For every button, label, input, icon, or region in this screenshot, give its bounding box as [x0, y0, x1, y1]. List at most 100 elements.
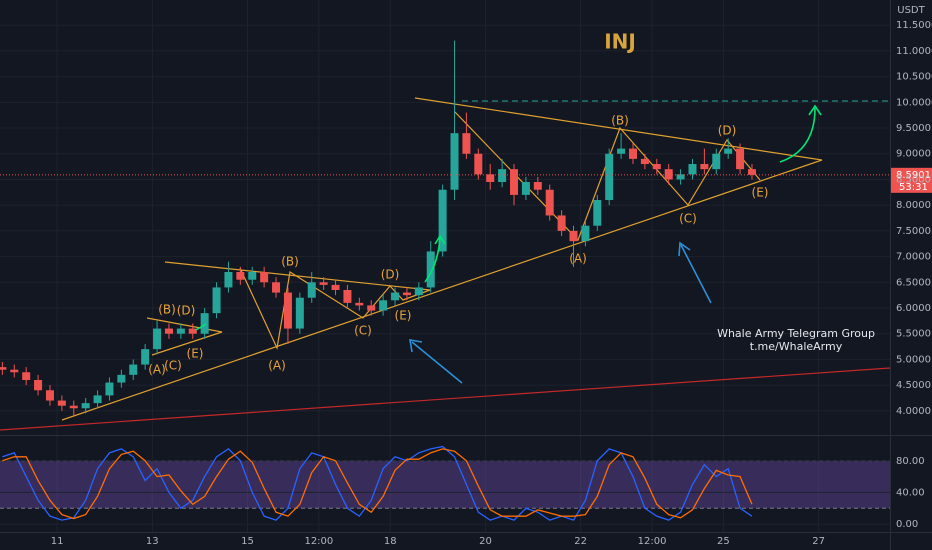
candle-body [236, 272, 245, 280]
zigzag [239, 267, 431, 351]
y-tick-label: 11.5000 [896, 20, 932, 31]
arrow-head [678, 241, 691, 257]
candle-body [498, 169, 507, 183]
y-tick-label: 6.5000 [896, 277, 931, 288]
candle-body [319, 282, 328, 285]
candle-body [141, 349, 150, 365]
y-tick-label: 8.0000 [896, 200, 931, 211]
stoch-band [0, 460, 890, 509]
candle-body [367, 305, 376, 311]
candle-body [10, 369, 19, 373]
candle-body [545, 189, 554, 216]
candle-body [45, 390, 54, 401]
candle-body [0, 367, 7, 370]
arrow [779, 107, 816, 163]
candle-body [188, 328, 197, 334]
wave-label: (B) [158, 303, 176, 317]
y-tick-label: 7.5000 [896, 226, 931, 237]
candle-body [486, 174, 495, 183]
y-tick-label: 40.00 [896, 487, 925, 498]
wave-label: (C) [164, 359, 182, 373]
wave-label: (E) [395, 309, 412, 323]
y-tick-label: 10.0000 [896, 97, 932, 108]
candle-body [510, 169, 519, 195]
grid [0, 0, 890, 532]
x-tick-label: 15 [241, 536, 254, 547]
y-tick-label: 11.0000 [896, 46, 932, 57]
arrow [680, 244, 712, 304]
candle-body [391, 292, 400, 301]
x-tick-label: 20 [479, 536, 492, 547]
wave-label: (C) [354, 324, 372, 338]
candle-body [355, 302, 364, 306]
candle-body [260, 272, 269, 283]
trendline [61, 159, 823, 421]
candle-body [402, 292, 411, 296]
candle-body [69, 405, 78, 409]
candle-body [462, 133, 471, 154]
candle-body [295, 297, 304, 329]
candle-body [331, 284, 340, 290]
y-tick-label: 4.0000 [896, 406, 931, 417]
x-tick-label: 25 [717, 536, 730, 547]
y-tick-label: 0.00 [896, 519, 918, 530]
trendline [146, 317, 223, 356]
y-tick-label: 80.00 [896, 456, 925, 467]
wave-label: (B) [281, 255, 299, 269]
y-tick-label: 7.0000 [896, 252, 931, 263]
candle-body [93, 395, 102, 404]
x-tick-label: 27 [812, 536, 825, 547]
candle-body [153, 328, 162, 350]
candle-body [224, 272, 233, 288]
y-tick-label: 9.0000 [896, 149, 931, 160]
candle-body [176, 328, 185, 334]
wave-label: (D) [177, 304, 196, 318]
candle-body [724, 148, 733, 154]
wave-label: (E) [752, 186, 769, 200]
candle-body [533, 182, 542, 190]
arrow [411, 341, 463, 384]
candle-body [200, 313, 209, 334]
arrows [195, 104, 822, 384]
candle-body [81, 403, 90, 409]
candle-body [474, 153, 483, 175]
support-line [0, 367, 891, 431]
candle-body [129, 364, 138, 375]
candle-body [283, 292, 292, 329]
y-tick-label: 5.0000 [896, 354, 931, 365]
candle-body [747, 169, 756, 175]
y-tick-label: 5.5000 [896, 329, 931, 340]
x-tick-label: 13 [146, 536, 159, 547]
candle-body [164, 328, 173, 334]
y-tick-label: 9.5000 [896, 123, 931, 134]
last-price-label: 8.5901 [896, 170, 931, 181]
currency: USDT [897, 5, 925, 16]
x-tick-label: 22 [574, 536, 587, 547]
y-tick-label: 10.5000 [896, 72, 932, 83]
wave-label: (C) [679, 212, 697, 226]
credit: t.me/WhaleArmy [750, 340, 843, 353]
candle-body [688, 164, 697, 175]
wave-label: (D) [381, 268, 400, 282]
trendline [414, 97, 823, 161]
wave-label: (D) [718, 124, 737, 138]
wave-label: (E) [187, 347, 204, 361]
x-tick-label: 18 [384, 536, 397, 547]
candle-body [640, 158, 649, 165]
candle-body [628, 148, 637, 159]
candles [0, 40, 756, 521]
candle-body [414, 287, 423, 296]
x-tick-label: 12:00 [638, 536, 667, 547]
candle-body [248, 272, 257, 280]
chart-title: INJ [604, 30, 636, 54]
candle-body [212, 287, 221, 314]
y-tick-label: 4.5000 [896, 380, 931, 391]
trendlines [61, 97, 823, 421]
candle-body [438, 189, 447, 252]
candle-body [605, 153, 614, 201]
candle-body [379, 300, 388, 311]
